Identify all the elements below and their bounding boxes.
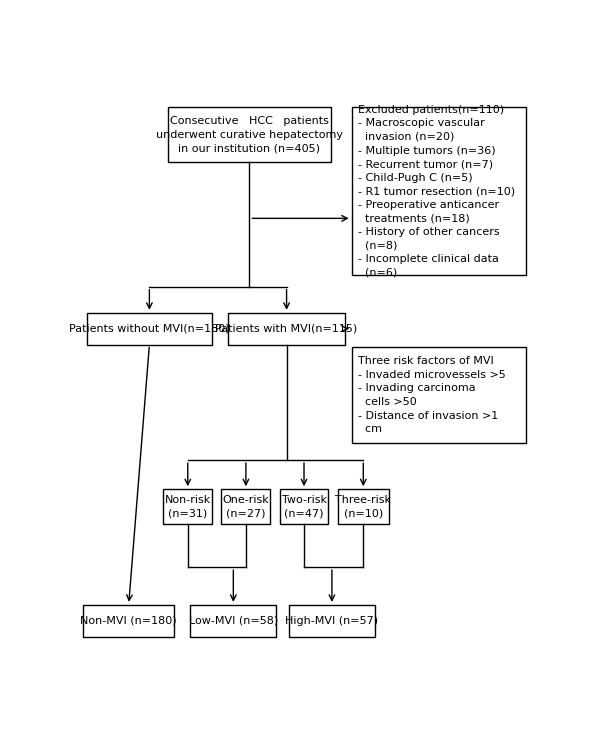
FancyBboxPatch shape [163,489,212,524]
FancyBboxPatch shape [280,489,328,524]
FancyBboxPatch shape [86,312,212,345]
Text: Non-risk
(n=31): Non-risk (n=31) [164,495,211,518]
Text: Three-risk
(n=10): Three-risk (n=10) [335,495,391,518]
Text: Patients without MVI(n=180): Patients without MVI(n=180) [69,324,230,333]
Text: Two-risk
(n=47): Two-risk (n=47) [281,495,326,518]
FancyBboxPatch shape [352,348,526,443]
Text: High-MVI (n=57): High-MVI (n=57) [286,616,379,626]
FancyBboxPatch shape [338,489,389,524]
FancyBboxPatch shape [221,489,270,524]
FancyBboxPatch shape [168,107,331,162]
Text: Excluded patients(n=110)
- Macroscopic vascular
  invasion (n=20)
- Multiple tum: Excluded patients(n=110) - Macroscopic v… [358,104,515,278]
FancyBboxPatch shape [83,605,174,637]
FancyBboxPatch shape [190,605,277,637]
Text: Low-MVI (n=58): Low-MVI (n=58) [189,616,278,626]
Text: One-risk
(n=27): One-risk (n=27) [223,495,269,518]
Text: Consecutive   HCC   patients
underwent curative hepatectomy
in our institution (: Consecutive HCC patients underwent curat… [156,116,343,153]
FancyBboxPatch shape [352,107,526,275]
FancyBboxPatch shape [229,312,345,345]
Text: Three risk factors of MVI
- Invaded microvessels >5
- Invading carcinoma
  cells: Three risk factors of MVI - Invaded micr… [358,356,506,434]
FancyBboxPatch shape [289,605,375,637]
Text: Non-MVI (n=180): Non-MVI (n=180) [80,616,177,626]
Text: Patients with MVI(n=115): Patients with MVI(n=115) [215,324,358,333]
